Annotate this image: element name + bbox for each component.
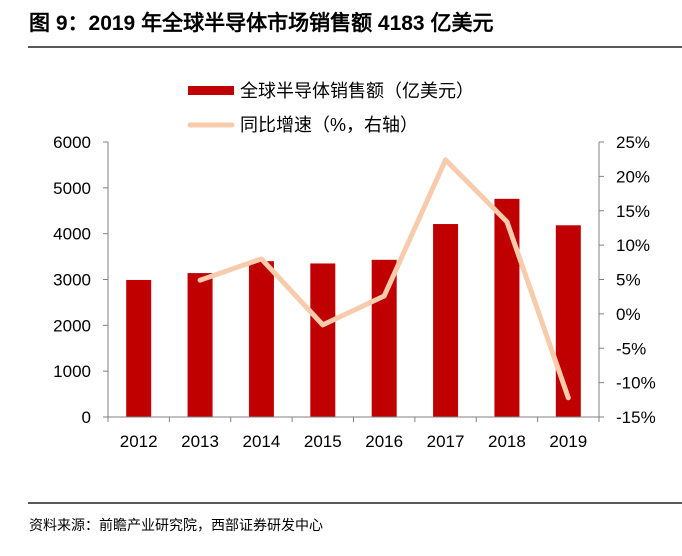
- legend-line-label: 同比增速（%，右轴）: [240, 115, 418, 135]
- right-axis-tick-label: 10%: [616, 236, 650, 255]
- axes: 0 1000 2000 3000 4000 5000 6000 -15% -10% -5% 0% 5%…: [53, 133, 656, 451]
- x-axis-tick-label: 2012: [120, 432, 158, 451]
- title-divider: [28, 46, 682, 48]
- bar: [433, 224, 459, 417]
- left-axis-tick-label: 2000: [53, 316, 91, 335]
- bar-series: [126, 198, 581, 417]
- right-axis-tick-label: 20%: [616, 167, 650, 186]
- right-axis-tick-label: 5%: [616, 271, 641, 290]
- bar: [494, 198, 520, 417]
- x-axis-tick-label: 2014: [243, 432, 281, 451]
- source-note: 资料来源：前瞻产业研究院，西部证券研发中心: [29, 517, 323, 533]
- x-axis-tick-label: 2013: [181, 432, 219, 451]
- line-series: [197, 157, 571, 401]
- right-axis-tick-label: -10%: [616, 374, 656, 393]
- x-axis-tick-label: 2017: [427, 432, 465, 451]
- left-axis-tick-label: 4000: [53, 225, 91, 244]
- x-axis-tick-label: 2016: [365, 432, 403, 451]
- x-axis-tick-label: 2018: [488, 432, 526, 451]
- bar: [371, 259, 397, 417]
- right-axis-tick-label: -15%: [616, 408, 656, 427]
- right-axis-tick-label: 15%: [616, 202, 650, 221]
- left-axis-tick-label: 6000: [53, 133, 91, 152]
- figure-title: 图 9：2019 年全球半导体市场销售额 4183 亿美元: [29, 12, 494, 35]
- legend-bar-swatch: [188, 86, 234, 95]
- right-axis-tick-label: 25%: [616, 133, 650, 152]
- bar: [555, 225, 581, 417]
- right-axis-tick-label: -5%: [616, 339, 646, 358]
- bar: [126, 279, 152, 417]
- left-axis-tick-label: 0: [82, 408, 91, 427]
- left-axis-tick-label: 1000: [53, 362, 91, 381]
- bar: [187, 273, 213, 417]
- left-axis-tick-label: 3000: [53, 271, 91, 290]
- legend-bar-label: 全球半导体销售额（亿美元）: [240, 81, 474, 101]
- chart: 全球半导体销售额（亿美元） 同比增速（%，右轴） 0 1000 2000 3000 40…: [53, 81, 656, 451]
- bar: [248, 261, 274, 417]
- right-axis-tick-label: 0%: [616, 305, 641, 324]
- legend: 全球半导体销售额（亿美元） 同比增速（%，右轴）: [187, 81, 474, 135]
- x-axis-tick-label: 2015: [304, 432, 342, 451]
- bar: [310, 263, 336, 417]
- footer-divider: [28, 502, 682, 504]
- x-axis-tick-label: 2019: [549, 432, 587, 451]
- left-axis-tick-label: 5000: [53, 179, 91, 198]
